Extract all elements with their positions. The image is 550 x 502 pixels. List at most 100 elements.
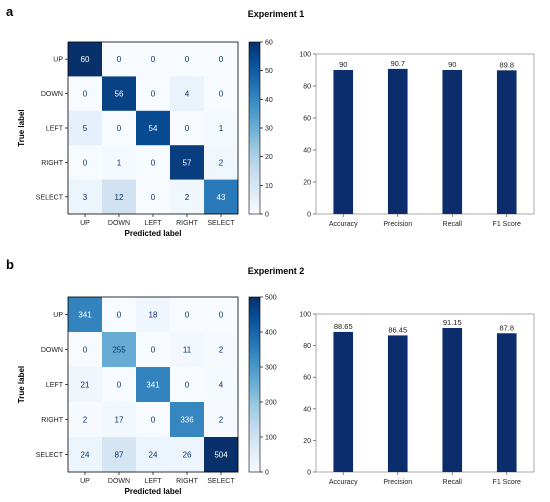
cell-value-label: 56: [115, 90, 124, 99]
cell-value-label: 504: [214, 451, 228, 460]
x-tick-label: RIGHT: [176, 220, 199, 227]
heatmap-cell: [102, 297, 137, 333]
metrics-bar-chart-experiment-2: 0 20 40 60 80 100 88.65 Accuracy 86.45 Precision 9…: [299, 312, 535, 486]
heatmap-cell: [68, 110, 103, 146]
cell-value-label: 26: [183, 451, 192, 460]
cell-value-label: 1: [117, 158, 122, 167]
heatmap-cell: [136, 179, 171, 215]
heatmap-cell: [170, 437, 205, 473]
heatmap-cell: [102, 76, 137, 112]
x-tick-label: F1 Score: [493, 221, 522, 228]
cell-value-label: 43: [217, 193, 226, 202]
heatmap-cell: [204, 402, 239, 438]
y-tick-label: 100: [299, 52, 311, 59]
cell-value-label: 0: [185, 124, 190, 133]
heatmap-cell: [204, 110, 239, 146]
x-axis-label: Predicted label: [125, 229, 182, 238]
x-tick-label: RIGHT: [176, 478, 199, 485]
heatmap-cell: [136, 76, 171, 112]
confusion-matrix-experiment-2: 341 0 18 0 0 0 255 0 11 2 21 0 341 0 4 2 17 0 336 2 24 87 24 26…: [17, 295, 277, 497]
heatmap-cell: [204, 297, 239, 333]
colorbar-tick-label: 50: [265, 68, 273, 75]
cell-value-label: 0: [117, 124, 122, 133]
colorbar-tick-label: 200: [265, 400, 277, 407]
heatmap-cell: [170, 110, 205, 146]
bar-value-label: 90: [448, 60, 456, 69]
cell-value-label: 0: [151, 55, 156, 64]
panel-letter-a: a: [6, 4, 14, 19]
cell-value-label: 57: [183, 158, 192, 167]
heatmap-cell: [68, 402, 103, 438]
heatmap-cell: [170, 76, 205, 112]
cell-value-label: 4: [185, 90, 190, 99]
cell-value-label: 0: [219, 90, 224, 99]
heatmap-cell: [136, 437, 171, 473]
metrics-bar-chart-experiment-1: 0 20 40 60 80 100 90 Accuracy 90.7 Precision 90 Rec…: [299, 52, 535, 228]
cell-value-label: 0: [151, 90, 156, 99]
bar-value-label: 86.45: [388, 325, 407, 334]
x-tick-label: SELECT: [207, 478, 235, 485]
cell-value-label: 24: [149, 451, 158, 460]
cell-value-label: 0: [151, 346, 156, 355]
heatmap-cell: [204, 42, 239, 77]
cell-value-label: 341: [146, 381, 160, 390]
bar-value-label: 87.8: [499, 323, 514, 332]
heatmap-cell: [170, 145, 205, 180]
colorbar-tick-label: 40: [265, 97, 273, 104]
x-tick-label: UP: [80, 220, 90, 227]
cell-value-label: 0: [151, 193, 156, 202]
colorbar-tick-label: 30: [265, 126, 273, 133]
experiment-2-title: Experiment 2: [248, 266, 305, 276]
heatmap-cell: [170, 42, 205, 77]
heatmap-cell: [136, 297, 171, 333]
heatmap-cell: [102, 145, 137, 180]
heatmap-cell: [136, 42, 171, 77]
heatmap-cell: [170, 332, 205, 368]
panel-letter-b: b: [6, 257, 14, 272]
cell-value-label: 0: [219, 55, 224, 64]
x-tick-label: DOWN: [108, 478, 130, 485]
heatmap-cell: [136, 332, 171, 368]
bar-value-label: 89.8: [499, 60, 514, 69]
colorbar-tick-label: 300: [265, 365, 277, 372]
y-tick-label: SELECT: [36, 194, 64, 201]
colorbar-tick-label: 0: [265, 212, 269, 219]
heatmap-cell: [170, 297, 205, 333]
y-tick-label: 100: [299, 312, 311, 319]
cell-value-label: 5: [83, 124, 88, 133]
heatmap-cell: [204, 76, 239, 112]
y-tick-label: LEFT: [46, 382, 64, 389]
x-tick-label: Recall: [443, 221, 463, 228]
y-tick-label: DOWN: [41, 347, 63, 354]
x-tick-label: F1 Score: [493, 479, 522, 486]
bar: [442, 327, 463, 472]
x-tick-label: Accuracy: [329, 479, 358, 486]
heatmap-cell: [102, 437, 137, 473]
cell-value-label: 2: [219, 416, 224, 425]
heatmap-cell: [136, 145, 171, 180]
heatmap-cell: [68, 332, 103, 368]
cell-value-label: 54: [149, 124, 158, 133]
heatmap-cell: [102, 110, 137, 146]
cell-value-label: 0: [117, 311, 122, 320]
x-tick-label: Precision: [383, 479, 412, 486]
cell-value-label: 24: [81, 451, 90, 460]
plot-frame: [315, 53, 535, 215]
heatmap-cell: [136, 367, 171, 403]
y-tick-label: UP: [53, 312, 63, 319]
colorbar-tick-label: 400: [265, 330, 277, 337]
cell-value-label: 0: [83, 346, 88, 355]
cell-value-label: 2: [83, 416, 88, 425]
y-tick-label: RIGHT: [41, 417, 64, 424]
heatmap-cell: [68, 42, 103, 77]
heatmap-cell: [170, 367, 205, 403]
heatmap-cell: [204, 145, 239, 180]
colorbar-tick-label: 20: [265, 154, 273, 161]
y-tick-label: 20: [303, 180, 311, 187]
cell-value-label: 0: [219, 311, 224, 320]
y-tick-label: LEFT: [46, 126, 64, 133]
y-tick-label: SELECT: [36, 452, 64, 459]
heatmap-cell: [170, 179, 205, 215]
cell-value-label: 12: [115, 193, 124, 202]
